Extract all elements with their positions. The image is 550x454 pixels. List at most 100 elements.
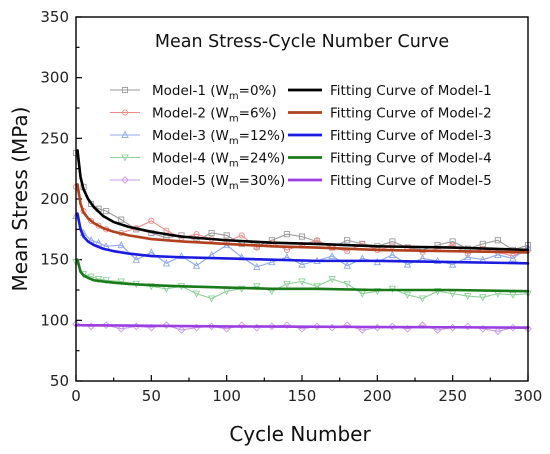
fitting-curves-group [74, 149, 530, 329]
data-point [162, 321, 171, 330]
data-point [343, 280, 351, 288]
data-point [253, 283, 261, 291]
legend-entry-fit: Fitting Curve of Model-1 [288, 83, 492, 99]
y-tick-label: 300 [40, 69, 69, 87]
data-point [373, 288, 382, 296]
data-point [463, 293, 472, 301]
legend-entry-measured: Model-1 (Wm=0%) [110, 83, 277, 102]
data-point [388, 250, 397, 258]
data-point [283, 321, 291, 330]
data-point [222, 324, 231, 333]
legend-entry-fit: Fitting Curve of Model-4 [288, 151, 492, 167]
data-point [283, 231, 290, 238]
data-point [253, 262, 261, 270]
x-tick-label: 250 [438, 387, 467, 405]
data-point [343, 261, 351, 269]
data-point [147, 283, 156, 291]
data-point [177, 326, 186, 334]
data-point [103, 208, 110, 215]
x-tick-label: 300 [514, 387, 543, 405]
legend-label: Fitting Curve of Model-3 [330, 128, 492, 144]
measured-line [75, 152, 529, 251]
y-tick-label: 100 [40, 311, 69, 329]
data-point [162, 259, 171, 267]
data-point [494, 250, 502, 258]
data-point [268, 258, 276, 266]
data-point [328, 276, 336, 284]
data-point [463, 322, 472, 331]
fitting-curve-4 [76, 258, 530, 293]
data-point [192, 290, 201, 298]
data-point [177, 251, 186, 260]
fitting-curve-2 [76, 183, 530, 254]
y-tick-label: 50 [50, 372, 69, 390]
data-point [283, 280, 291, 288]
data-point [192, 261, 201, 269]
legend-label: Fitting Curve of Model-4 [330, 151, 492, 167]
data-point [238, 232, 245, 239]
y-tick-label: 200 [40, 190, 69, 208]
data-point [117, 241, 125, 249]
chart-legend: Model-1 (Wm=0%) Model-2 (Wm=6%) Model-3 (W… [110, 83, 492, 192]
data-point [403, 260, 412, 268]
x-tick-label: 150 [288, 387, 317, 405]
data-point [313, 322, 321, 331]
data-point [117, 324, 126, 333]
data-point [403, 291, 412, 299]
measured-series-4 [72, 259, 532, 303]
data-point [344, 237, 351, 244]
legend-marker [121, 86, 129, 94]
legend-entry-measured: Model-5 (Wm=30%) [110, 173, 285, 192]
data-point [463, 253, 472, 261]
legend-marker [121, 109, 129, 116]
data-point [88, 217, 95, 224]
measured-line [75, 261, 529, 300]
legend-label: Model-5 (Wm=30%) [152, 173, 285, 192]
legend-label: Fitting Curve of Model-2 [330, 106, 492, 122]
x-tick-label: 50 [142, 387, 161, 405]
data-point [343, 321, 352, 330]
data-point [298, 260, 306, 268]
legend-entry-measured: Model-4 (Wm=24%) [110, 151, 285, 170]
data-point [87, 273, 95, 281]
data-point [237, 321, 246, 330]
data-point [418, 295, 427, 303]
chart-title: Mean Stress-Cycle Number Curve [155, 32, 449, 52]
data-point [358, 326, 367, 334]
data-point [118, 216, 125, 223]
legend-label: Model-4 (Wm=24%) [152, 151, 285, 170]
data-point [433, 326, 442, 334]
data-point [117, 278, 125, 286]
legend-entry-fit: Fitting Curve of Model-2 [288, 106, 492, 122]
data-point [94, 276, 103, 284]
data-point [388, 322, 397, 331]
y-tick-label: 150 [40, 251, 69, 269]
data-point [313, 283, 321, 291]
data-point [148, 217, 155, 224]
data-point [494, 327, 502, 336]
data-point [494, 237, 501, 244]
data-point [94, 238, 103, 246]
data-point [479, 294, 487, 302]
y-tick-label: 350 [40, 8, 69, 26]
y-tick-label: 250 [40, 129, 69, 147]
data-point [132, 255, 141, 263]
x-tick-label: 200 [363, 387, 392, 405]
x-axis-ticks: 0 50 100 150 200 250 300 [71, 375, 542, 405]
x-tick-label: 100 [212, 387, 241, 405]
x-tick-label: 0 [71, 387, 81, 405]
plot-frame [75, 16, 529, 382]
fitting-curve-1 [76, 149, 530, 252]
legend-marker [121, 130, 129, 139]
data-point [223, 232, 230, 239]
data-point [208, 229, 215, 237]
data-point [448, 260, 457, 268]
legend-label: Model-3 (Wm=12%) [152, 128, 285, 147]
data-point [207, 295, 216, 303]
legend-label: Model-2 (Wm=6%) [152, 106, 277, 125]
data-point [298, 233, 306, 240]
data-point [328, 251, 336, 260]
data-point [433, 288, 442, 296]
legend-entry-fit: Fitting Curve of Model-5 [288, 173, 492, 189]
data-point [298, 278, 306, 286]
